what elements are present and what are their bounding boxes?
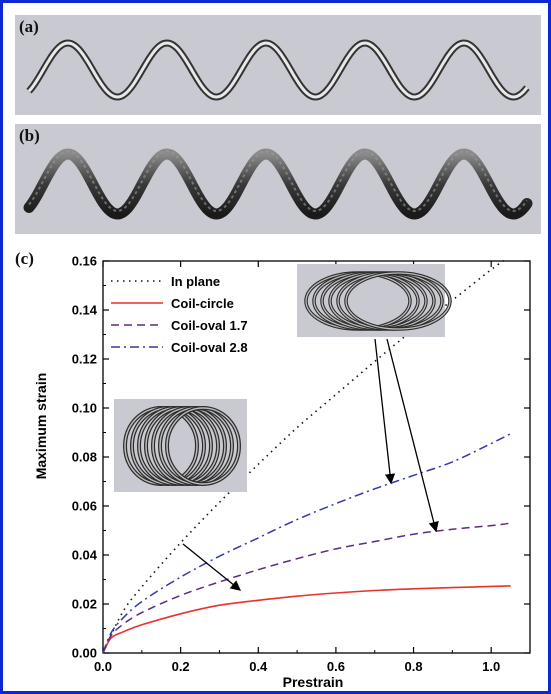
annotation-arrows xyxy=(182,338,439,591)
arrow-to-coil-oval-2-8 xyxy=(374,338,396,485)
inset-circular-coil xyxy=(114,399,247,492)
legend-label: In plane xyxy=(171,274,220,289)
legend-label: Coil-oval 2.8 xyxy=(171,340,248,355)
y-tick-label: 0.16 xyxy=(72,254,97,269)
legend-label: Coil-oval 1.7 xyxy=(171,318,248,333)
panel-a-planar-wave: (a) xyxy=(15,15,541,115)
strain-chart: 0.0 0.2 0.4 0.6 0.8 1.0 0.00 0.02 0.04 0.06 0.08 0.… xyxy=(33,254,531,690)
legend-label: Coil-circle xyxy=(171,296,234,311)
series-coil-circle xyxy=(102,585,511,654)
panel-b-label: (b) xyxy=(19,126,40,145)
planar-wave-illustration xyxy=(26,39,530,101)
y-tick-label: 0.14 xyxy=(72,303,98,318)
chart-legend: In plane Coil-circle Coil-oval 1.7 Coil-ova… xyxy=(111,274,248,355)
coil-ring-highlight xyxy=(345,272,451,330)
x-tick-label: 0.0 xyxy=(94,659,112,674)
wave-inner-stroke xyxy=(27,41,529,99)
chart-axes: 0.0 0.2 0.4 0.6 0.8 1.0 0.00 0.02 0.04 0.06 0.08 0.… xyxy=(72,254,531,674)
y-tick-label: 0.00 xyxy=(72,646,97,661)
inset-oval-coil xyxy=(297,264,452,337)
coiled-wave-illustration xyxy=(23,148,533,220)
panel-b-coiled-wave: (b) xyxy=(15,124,541,234)
series-coil-oval-1-7 xyxy=(102,522,511,654)
x-tick-label: 0.4 xyxy=(249,659,268,674)
x-axis-label: Prestrain xyxy=(283,674,344,690)
y-tick-label: 0.10 xyxy=(72,401,97,416)
arrow-to-coil-oval-1-7 xyxy=(386,338,439,533)
chart-series xyxy=(102,257,511,654)
y-axis-label: Maximum strain xyxy=(33,373,49,480)
y-tick-label: 0.08 xyxy=(72,450,97,465)
x-tick-label: 0.6 xyxy=(327,659,345,674)
y-tick-label: 0.02 xyxy=(72,597,97,612)
panel-c-label: (c) xyxy=(15,249,34,268)
y-tick-label: 0.12 xyxy=(72,352,97,367)
y-tick-label: 0.06 xyxy=(72,499,97,514)
x-tick-label: 0.8 xyxy=(405,659,423,674)
panel-a-label: (a) xyxy=(19,17,39,36)
series-coil-oval-2-8 xyxy=(102,433,511,654)
arrow-to-coil-circle xyxy=(182,543,242,591)
y-tick-label: 0.04 xyxy=(72,548,98,563)
x-tick-label: 1.0 xyxy=(482,659,500,674)
x-tick-label: 0.2 xyxy=(172,659,190,674)
coiled-tube-wave xyxy=(23,148,533,220)
coil-ring-highlight xyxy=(166,407,240,485)
